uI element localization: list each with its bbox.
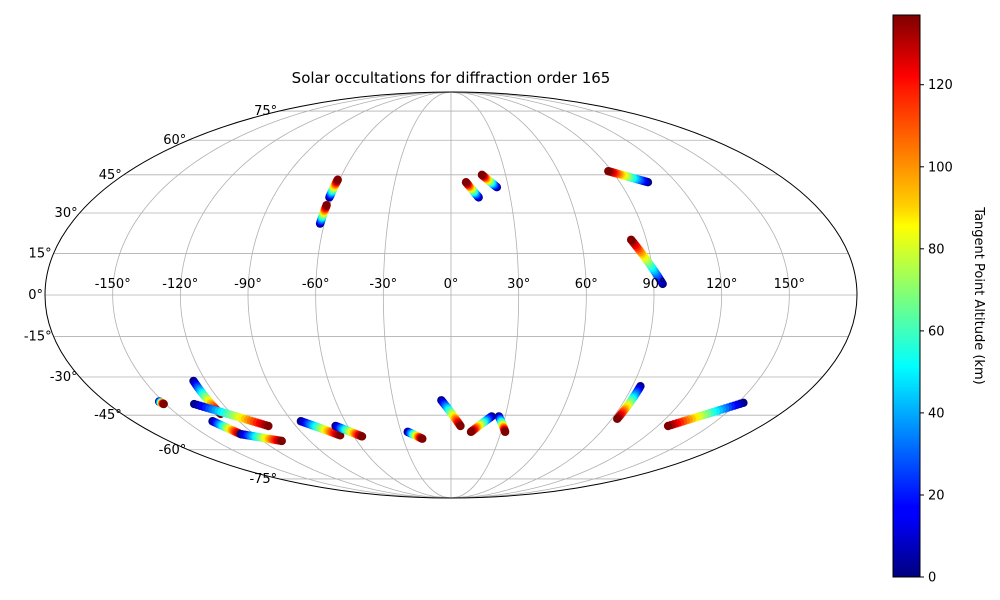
colorbar — [892, 14, 921, 578]
latitude-tick-label: -75° — [249, 472, 277, 487]
occultation-point — [322, 200, 331, 210]
graticule — [45, 92, 857, 498]
occultation-point — [466, 427, 476, 437]
latitude-tick-label: -15° — [24, 330, 52, 345]
chart-title: Solar occultations for diffraction order… — [292, 69, 611, 87]
longitude-tick-label: 60° — [575, 277, 598, 292]
colorbar-tick-label: 80 — [928, 242, 945, 257]
longitude-tick-label: 150° — [774, 277, 805, 292]
longitude-tick-label: 30° — [507, 277, 530, 292]
longitude-tick-label: -150° — [95, 277, 131, 292]
latitude-tick-label: 75° — [254, 104, 277, 119]
occultation-point — [264, 421, 273, 431]
occultation-point — [357, 432, 367, 441]
longitude-tick-label: -90° — [234, 277, 262, 292]
latitude-tick-label: -45° — [94, 408, 122, 423]
longitude-tick-label: -120° — [162, 277, 198, 292]
longitude-tick-labels: -150° -120° -90° -60° -30° 0° 30° 60° 90° 120° 150… — [95, 277, 805, 292]
colorbar-ticks: 0 20 40 60 80 100 120 — [920, 78, 953, 586]
map-boundary — [44, 91, 858, 499]
occultation-point — [461, 178, 471, 187]
longitude-tick-label: 0° — [444, 277, 459, 292]
latitude-tick-label: 15° — [29, 246, 52, 261]
colorbar-tick-label: 40 — [928, 406, 945, 421]
occultation-point — [477, 170, 487, 180]
occultation-point — [613, 414, 622, 424]
colorbar-tick-label: 100 — [928, 160, 953, 175]
occultation-point — [663, 421, 673, 431]
occultation-point — [500, 427, 510, 437]
occultation-point — [335, 431, 345, 440]
occultation-point — [418, 434, 427, 443]
colorbar-tick-label: 60 — [928, 324, 945, 339]
occultation-points — [154, 166, 748, 446]
occultation-point — [159, 399, 168, 409]
occultation-point — [333, 175, 342, 184]
longitude-tick-label: -30° — [369, 277, 397, 292]
colorbar-tick-label: 20 — [928, 489, 945, 504]
longitude-tick-label: 120° — [706, 277, 737, 292]
latitude-tick-label: -30° — [50, 370, 78, 385]
latitude-tick-label: 45° — [99, 168, 122, 183]
latitude-tick-label: -60° — [159, 443, 187, 458]
occultation-point — [626, 235, 636, 244]
latitude-tick-label: 60° — [163, 133, 186, 148]
latitude-tick-label: 30° — [55, 206, 78, 221]
occultation-point — [604, 166, 613, 176]
colorbar-tick-label: 120 — [928, 78, 953, 93]
latitude-tick-label: 0° — [28, 288, 43, 303]
longitude-tick-label: -60° — [302, 277, 330, 292]
colorbar-label: Tangent Point Altitude (km) — [971, 206, 986, 384]
occultation-point — [456, 421, 465, 431]
latitude-tick-labels: 75° 60° 45° 30° 15° 0° -15° -30° -45° -60° -75° — [24, 104, 277, 487]
longitude-tick-label: 90° — [642, 277, 665, 292]
colorbar-tick-label: 0 — [928, 571, 936, 586]
occultation-point — [277, 436, 286, 446]
